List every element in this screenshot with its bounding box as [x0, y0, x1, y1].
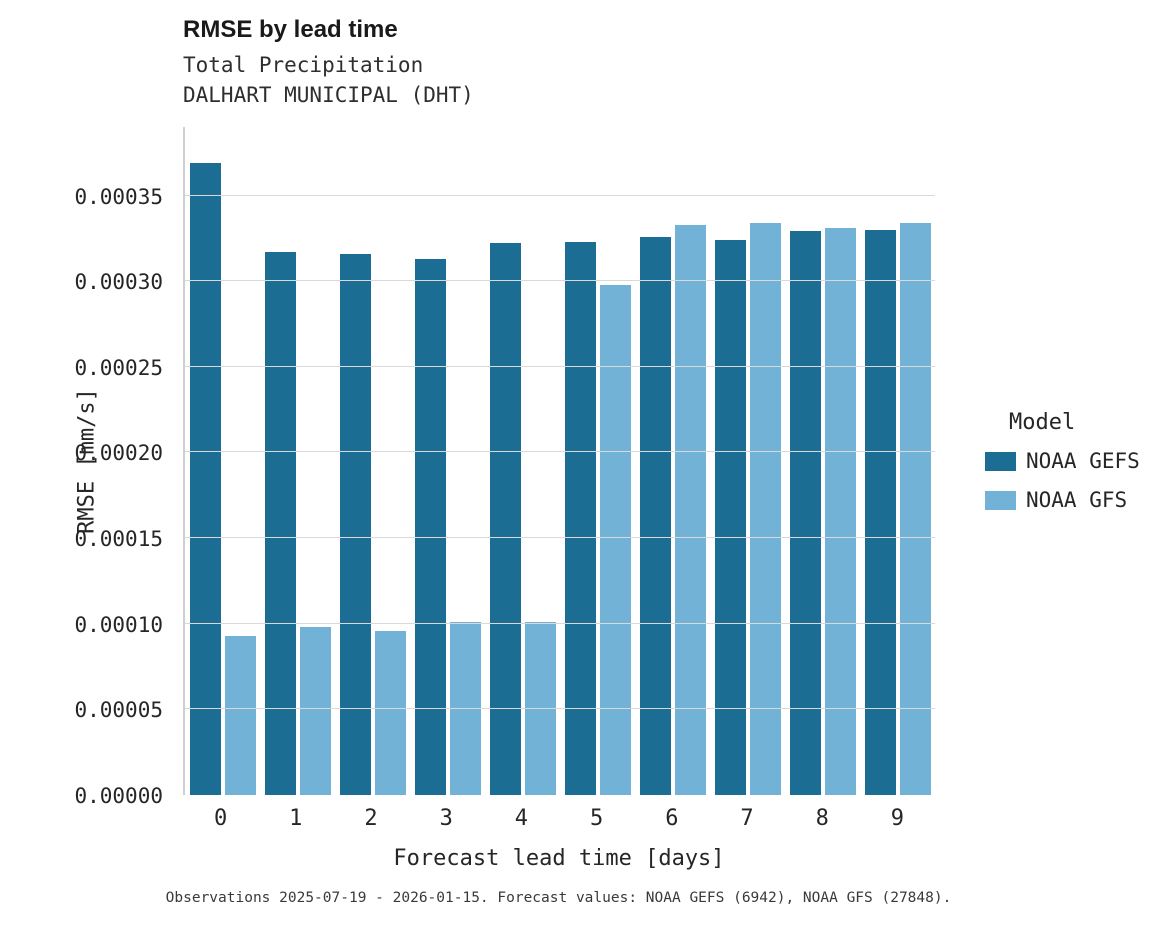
chart-title: RMSE by lead time [183, 16, 398, 43]
x-tick-label: 8 [815, 806, 829, 831]
chart-subtitle-station: DALHART MUNICIPAL (DHT) [183, 83, 474, 107]
legend-title: Model [1009, 410, 1076, 435]
x-tick-label: 2 [364, 806, 378, 831]
bar-group-day-0 [185, 127, 260, 795]
gridline [185, 280, 935, 282]
legend-label: NOAA GFS [1026, 488, 1128, 512]
x-tick-label: 3 [439, 806, 453, 831]
bar-noaa-gefs-day-5 [564, 241, 596, 795]
y-axis-tick-labels: 0.00000 0.00005 0.00010 0.00015 0.00020 0.000… [0, 127, 173, 808]
bar-noaa-gfs-day-5 [599, 284, 631, 795]
bar-noaa-gefs-day-3 [414, 258, 446, 795]
y-tick-label: 0.00015 [74, 527, 163, 552]
bar-noaa-gefs-day-7 [714, 240, 746, 795]
bar-group-day-3 [410, 127, 485, 795]
bar-noaa-gfs-day-2 [374, 630, 406, 795]
bar-noaa-gfs-day-9 [899, 222, 931, 795]
x-tick-label: 0 [213, 806, 228, 831]
bar-noaa-gefs-day-6 [639, 236, 671, 795]
gridline [185, 451, 935, 453]
gridline [185, 537, 935, 539]
bar-group-day-6 [635, 127, 710, 795]
bar-noaa-gfs-day-0 [224, 635, 256, 795]
x-axis-title: Forecast lead time [days] [393, 846, 725, 871]
legend: Model NOAA GEFS NOAA GFS [985, 410, 1140, 527]
y-tick-label: 0.00035 [74, 184, 163, 209]
legend-entry: NOAA GEFS [985, 449, 1140, 473]
y-tick-label: 0.00005 [74, 698, 163, 723]
chart-subtitle-variable: Total Precipitation [183, 53, 424, 77]
y-tick-label: 0.00030 [74, 270, 163, 295]
bar-group-day-9 [860, 127, 935, 795]
x-tick-label: 9 [890, 806, 905, 831]
bar-group-day-8 [785, 127, 860, 795]
legend-entry: NOAA GFS [985, 488, 1140, 512]
bar-noaa-gfs-day-8 [824, 228, 856, 795]
bar-groups [185, 127, 935, 795]
plot-area [183, 127, 935, 795]
title-block: RMSE by lead time Total Precipitation DA… [183, 16, 474, 110]
x-tick-label: 4 [514, 806, 529, 831]
bar-noaa-gefs-day-0 [189, 162, 221, 795]
bar-noaa-gfs-day-6 [674, 224, 706, 795]
bar-group-day-5 [560, 127, 635, 795]
x-tick-label: 6 [665, 806, 679, 831]
x-axis-tick-labels: 0 1 2 3 4 5 6 7 8 9 [183, 806, 935, 831]
bar-group-day-7 [710, 127, 785, 795]
bar-noaa-gefs-day-1 [264, 252, 296, 795]
y-tick-label: 0.00000 [74, 784, 163, 808]
bar-noaa-gefs-day-9 [864, 229, 896, 795]
gridline [185, 365, 935, 367]
bar-noaa-gfs-day-7 [749, 222, 781, 795]
bar-noaa-gefs-day-4 [489, 243, 521, 795]
x-tick-label: 7 [740, 806, 754, 831]
legend-label: NOAA GEFS [1026, 449, 1140, 473]
bar-group-day-1 [260, 127, 335, 795]
bar-noaa-gfs-day-1 [299, 627, 331, 795]
legend-swatch-icon [985, 451, 1016, 471]
y-tick-label: 0.00010 [74, 612, 163, 637]
bar-group-day-2 [335, 127, 410, 795]
footnote-caption: Observations 2025-07-19 - 2026-01-15. Fo… [165, 890, 952, 906]
x-tick-label: 5 [589, 806, 604, 831]
y-tick-label: 0.00020 [74, 441, 163, 466]
gridline [185, 708, 935, 710]
y-tick-label: 0.00025 [74, 355, 163, 380]
bar-noaa-gefs-day-2 [339, 253, 371, 795]
legend-swatch-icon [985, 490, 1016, 510]
bar-group-day-4 [485, 127, 560, 795]
gridline [185, 194, 935, 196]
gridline [185, 622, 935, 624]
bar-noaa-gefs-day-8 [789, 231, 821, 795]
x-tick-label: 1 [289, 806, 303, 831]
